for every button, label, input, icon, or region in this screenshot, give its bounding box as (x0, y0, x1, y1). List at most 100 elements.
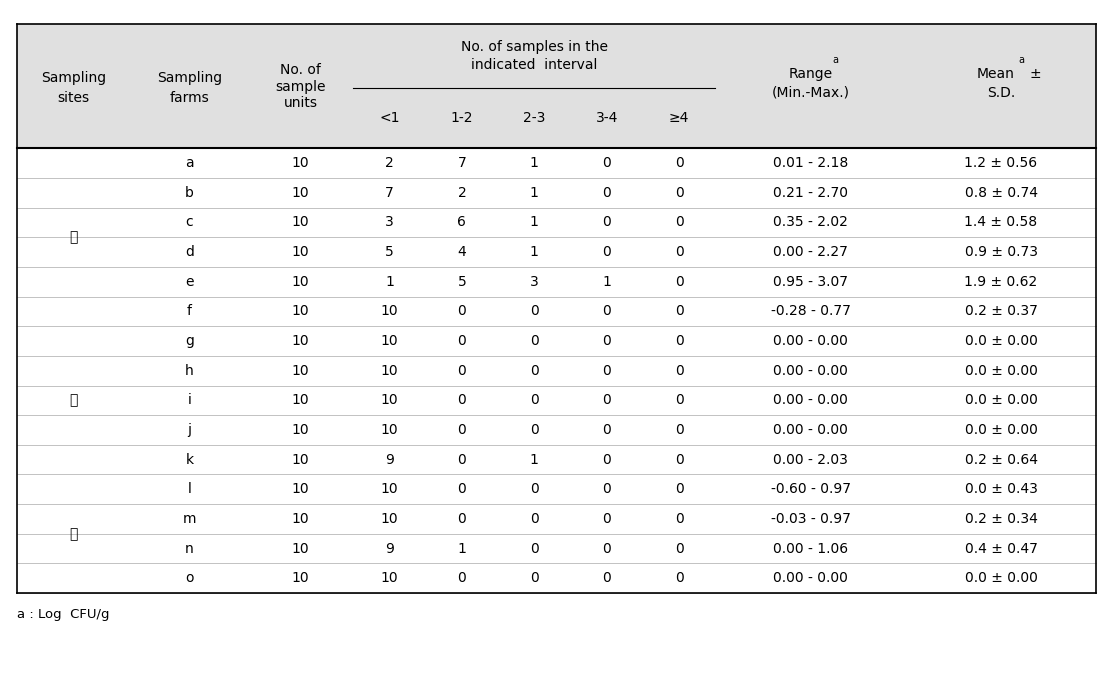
Text: 0: 0 (674, 542, 683, 555)
Text: 10: 10 (292, 156, 309, 170)
Text: 0: 0 (530, 394, 539, 407)
Text: 0.8 ± 0.74: 0.8 ± 0.74 (965, 186, 1037, 200)
Text: 0.00 - 0.00: 0.00 - 0.00 (774, 364, 848, 377)
Text: 10: 10 (292, 364, 309, 377)
Bar (17, 504, 1096, 534)
Bar (17, 237, 1096, 267)
Text: i: i (187, 394, 191, 407)
Text: 3: 3 (530, 275, 539, 288)
Text: Sampling: Sampling (157, 71, 221, 85)
Text: 10: 10 (381, 572, 398, 585)
Text: Sampling: Sampling (41, 71, 107, 85)
Text: 7: 7 (457, 156, 466, 170)
Text: g: g (185, 334, 194, 348)
Text: b: b (185, 186, 194, 200)
Text: 0: 0 (530, 542, 539, 555)
Text: 0.0 ± 0.00: 0.0 ± 0.00 (965, 394, 1037, 407)
Text: a : Log  CFU/g: a : Log CFU/g (17, 608, 109, 621)
Text: h: h (185, 364, 194, 377)
Text: 10: 10 (292, 186, 309, 200)
Bar (17, 326, 1096, 356)
Text: 0: 0 (530, 423, 539, 437)
Text: 0: 0 (602, 394, 611, 407)
Text: 0: 0 (674, 394, 683, 407)
Text: 10: 10 (292, 216, 309, 229)
Text: 0.95 - 3.07: 0.95 - 3.07 (774, 275, 848, 288)
Text: (Min.-Max.): (Min.-Max.) (771, 86, 849, 100)
Text: 0.00 - 2.27: 0.00 - 2.27 (774, 245, 848, 259)
Text: 0: 0 (674, 334, 683, 348)
Text: 0.35 - 2.02: 0.35 - 2.02 (774, 216, 848, 229)
Text: l: l (187, 483, 191, 496)
Text: 1: 1 (385, 275, 394, 288)
Text: 0: 0 (530, 305, 539, 318)
Text: n: n (185, 542, 194, 555)
Text: 0: 0 (674, 275, 683, 288)
Bar (17, 474, 1096, 504)
Text: 0: 0 (602, 512, 611, 526)
Bar (17, 563, 1096, 593)
Text: 0: 0 (674, 453, 683, 466)
Text: No. of samples in the: No. of samples in the (461, 40, 608, 53)
Bar (17, 415, 1096, 445)
Text: 0.0 ± 0.00: 0.0 ± 0.00 (965, 423, 1037, 437)
Text: 0: 0 (674, 156, 683, 170)
Text: 0.00 - 0.00: 0.00 - 0.00 (774, 394, 848, 407)
Text: 9: 9 (385, 542, 394, 555)
Text: 0.2 ± 0.34: 0.2 ± 0.34 (965, 512, 1037, 526)
Text: 0.4 ± 0.47: 0.4 ± 0.47 (965, 542, 1037, 555)
Bar (17, 534, 1096, 563)
Text: 0: 0 (457, 453, 466, 466)
Bar (17, 148, 1096, 178)
Text: 10: 10 (381, 483, 398, 496)
Text: 0: 0 (602, 542, 611, 555)
Text: 0: 0 (674, 305, 683, 318)
Text: 10: 10 (292, 423, 309, 437)
Text: 4: 4 (457, 245, 466, 259)
Text: 10: 10 (292, 483, 309, 496)
Text: 다: 다 (70, 527, 78, 541)
Text: 10: 10 (292, 453, 309, 466)
Text: 5: 5 (457, 275, 466, 288)
Text: f: f (187, 305, 191, 318)
Text: 10: 10 (381, 512, 398, 526)
Text: sample: sample (275, 80, 326, 94)
Text: 0: 0 (530, 512, 539, 526)
Text: 1.4 ± 0.58: 1.4 ± 0.58 (965, 216, 1037, 229)
Text: a: a (833, 55, 838, 65)
Text: 0.00 - 0.00: 0.00 - 0.00 (774, 572, 848, 585)
Text: 10: 10 (381, 305, 398, 318)
Text: 0: 0 (457, 572, 466, 585)
Text: 0: 0 (457, 305, 466, 318)
Text: 0: 0 (457, 394, 466, 407)
Text: 0: 0 (457, 512, 466, 526)
Text: 0: 0 (457, 423, 466, 437)
Text: units: units (284, 96, 317, 111)
Text: 10: 10 (292, 542, 309, 555)
Text: 10: 10 (292, 334, 309, 348)
Text: 0.00 - 1.06: 0.00 - 1.06 (772, 542, 848, 555)
Text: S.D.: S.D. (987, 86, 1015, 100)
Text: 가: 가 (70, 231, 78, 244)
Text: 1: 1 (530, 245, 539, 259)
Text: 0.21 - 2.70: 0.21 - 2.70 (774, 186, 848, 200)
Text: 0: 0 (674, 186, 683, 200)
Text: 1: 1 (530, 156, 539, 170)
Text: 0.01 - 2.18: 0.01 - 2.18 (772, 156, 848, 170)
Text: farms: farms (169, 91, 209, 105)
Text: 0: 0 (602, 305, 611, 318)
Text: 0: 0 (674, 245, 683, 259)
Text: 0.00 - 0.00: 0.00 - 0.00 (774, 423, 848, 437)
Bar (17, 178, 1096, 208)
Text: 0: 0 (602, 186, 611, 200)
Text: 0.0 ± 0.43: 0.0 ± 0.43 (965, 483, 1037, 496)
Text: 0: 0 (530, 364, 539, 377)
Text: 1: 1 (530, 216, 539, 229)
Bar (17, 148, 1096, 593)
Text: <1: <1 (380, 111, 400, 125)
Text: 0.2 ± 0.64: 0.2 ± 0.64 (965, 453, 1037, 466)
Text: No. of: No. of (280, 63, 321, 77)
Bar (17, 267, 1096, 297)
Text: 0: 0 (530, 334, 539, 348)
Text: ≥4: ≥4 (669, 111, 689, 125)
